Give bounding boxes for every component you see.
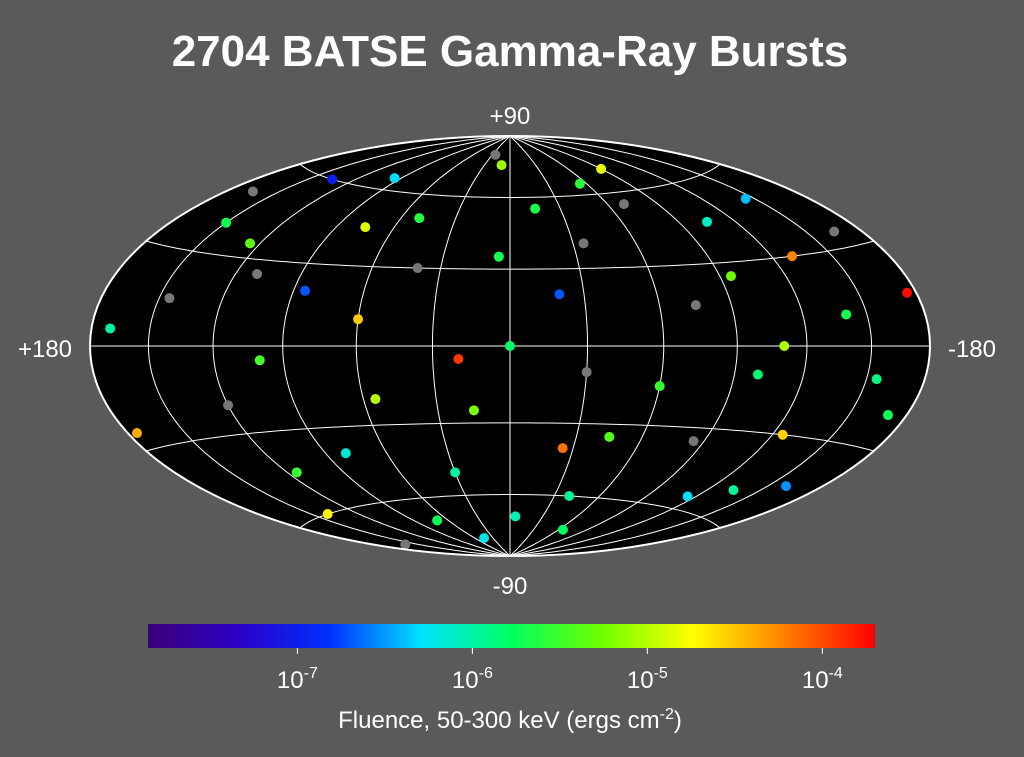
burst (505, 341, 515, 351)
lon-label: +180 (18, 336, 72, 363)
lat-label: +90 (490, 103, 531, 130)
burst (414, 213, 425, 224)
burst (841, 309, 852, 320)
burst (604, 431, 615, 442)
burst (493, 251, 504, 262)
burst (400, 539, 411, 550)
burst (787, 251, 798, 262)
burst (740, 193, 751, 204)
burst (829, 226, 840, 237)
burst (490, 149, 501, 160)
burst (618, 199, 629, 210)
burst (370, 394, 381, 405)
burst (340, 448, 351, 459)
burst (574, 178, 585, 189)
burst (496, 160, 507, 171)
burst (688, 436, 699, 447)
burst (453, 354, 464, 365)
colorbar-tick-label: 10-4 (802, 665, 843, 694)
burst (468, 405, 479, 416)
burst (254, 355, 265, 366)
burst (510, 511, 521, 522)
colorbar-label-text: ) (674, 707, 682, 734)
grid-line (299, 163, 721, 198)
burst (557, 443, 568, 454)
burst (300, 285, 311, 296)
grid-line (146, 422, 874, 452)
colorbar-label-text: Fluence, 50-300 keV (ergs cm (338, 707, 659, 734)
colorbar-tick-label: 10-5 (627, 665, 668, 694)
burst (654, 381, 665, 392)
burst (479, 532, 490, 543)
burst (221, 217, 232, 228)
burst (164, 293, 175, 304)
burst (450, 467, 461, 478)
burst (690, 300, 701, 311)
burst (596, 163, 607, 174)
burst (728, 485, 739, 496)
burst (353, 314, 364, 325)
burst (554, 289, 565, 300)
burst (327, 174, 338, 185)
burst (245, 238, 256, 249)
grid-line (146, 240, 874, 270)
burst (247, 186, 258, 197)
burst (871, 374, 882, 385)
sky-outline (89, 135, 931, 557)
burst (291, 467, 302, 478)
burst (781, 481, 792, 492)
tick-exponent: -6 (479, 665, 493, 682)
tick-base: 10 (627, 667, 654, 694)
tick-base: 10 (277, 667, 304, 694)
grid-line (299, 494, 721, 529)
colorbar-tick-label: 10-7 (277, 665, 318, 694)
burst (223, 400, 234, 411)
burst (578, 238, 589, 249)
tick-exponent: -5 (654, 665, 668, 682)
burst (252, 269, 263, 280)
burst (902, 287, 913, 298)
burst (564, 491, 575, 502)
burst (132, 428, 143, 439)
burst (581, 367, 592, 378)
colorbar (148, 624, 875, 648)
tick-base: 10 (802, 667, 829, 694)
lon-label: -180 (948, 336, 996, 363)
burst (105, 323, 116, 334)
burst (360, 222, 371, 233)
tick-base: 10 (452, 667, 479, 694)
colorbar-label: Fluence, 50-300 keV (ergs cm-2) (338, 706, 682, 734)
lat-label: -90 (493, 573, 528, 600)
burst (557, 524, 568, 535)
burst (322, 509, 333, 520)
colorbar-label-sup: -2 (660, 706, 674, 723)
chart-title: 2704 BATSE Gamma-Ray Bursts (172, 27, 849, 76)
burst (530, 203, 541, 214)
burst (779, 341, 790, 351)
burst (726, 271, 737, 282)
burst (682, 491, 693, 502)
burst (701, 216, 712, 227)
burst (412, 263, 423, 274)
colorbar-tick-label: 10-6 (452, 665, 493, 694)
burst (389, 173, 400, 184)
tick-exponent: -4 (829, 665, 843, 682)
burst (777, 429, 788, 440)
burst (882, 410, 893, 421)
burst (752, 369, 763, 380)
burst (432, 515, 443, 526)
tick-exponent: -7 (304, 665, 318, 682)
